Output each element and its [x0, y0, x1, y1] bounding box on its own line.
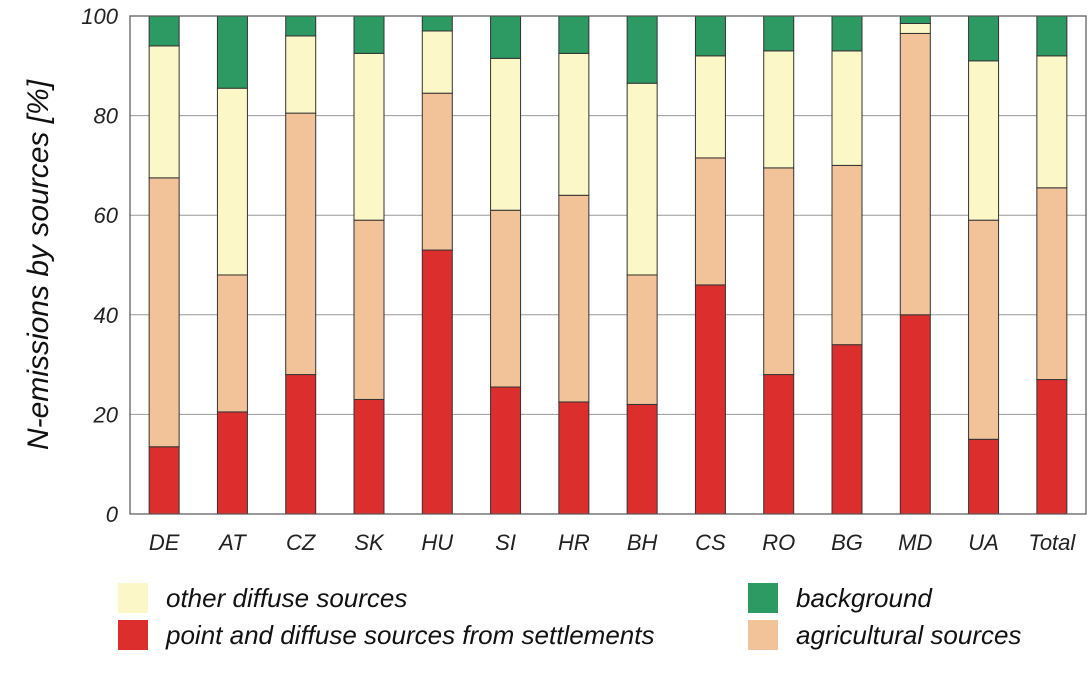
x-tick-label-HR: HR — [558, 530, 590, 555]
bar-MD-series-1 — [899, 32, 931, 316]
x-tick-label-AT: AT — [217, 530, 247, 555]
bar-UA-series-1 — [968, 219, 1000, 440]
bar-DE-series-1 — [148, 177, 180, 448]
bar-AT-series-3 — [216, 15, 248, 89]
legend: other diffuse sources background point and… — [118, 583, 1021, 650]
x-tick-label-BG: BG — [831, 530, 863, 555]
x-tick-label-UA: UA — [968, 530, 999, 555]
legend-label-0: point and diffuse sources from settlemen… — [165, 620, 654, 650]
x-tick-label-Total: Total — [1028, 530, 1076, 555]
x-tick-label-BH: BH — [627, 530, 658, 555]
legend-label-3: background — [796, 583, 933, 613]
legend-swatch-0 — [118, 620, 148, 650]
bar-Total-series-2 — [1036, 55, 1068, 189]
bars — [148, 15, 1068, 515]
x-tick-label-DE: DE — [149, 530, 180, 555]
bar-BH-series-3 — [626, 15, 658, 84]
bar-Total-series-3 — [1036, 15, 1068, 57]
plot-frame — [129, 15, 1087, 515]
bar-BH-series-0 — [626, 403, 658, 515]
bar-CS-series-0 — [694, 284, 726, 515]
bar-UA-series-2 — [968, 60, 1000, 221]
legend-swatch-3 — [748, 583, 778, 613]
bar-DE-series-3 — [148, 15, 180, 47]
bar-HR-series-3 — [558, 15, 590, 54]
bar-RO-series-0 — [763, 374, 795, 515]
bar-RO-series-3 — [763, 15, 795, 52]
bar-CZ-series-3 — [285, 15, 317, 37]
bar-HU-series-3 — [421, 15, 453, 32]
bar-SI-series-0 — [490, 386, 522, 515]
bar-BG-series-3 — [831, 15, 863, 52]
bar-BH-series-2 — [626, 82, 658, 276]
bar-HR-series-1 — [558, 194, 590, 403]
grid-lines — [130, 115, 1086, 415]
bar-DE-series-2 — [148, 45, 180, 179]
legend-swatch-1 — [748, 620, 778, 650]
x-tick-label-RO: RO — [762, 530, 795, 555]
bar-BG-series-0 — [831, 344, 863, 515]
bar-AT-series-1 — [216, 274, 248, 413]
bar-HU-series-0 — [421, 249, 453, 515]
y-tick-label: 100 — [81, 4, 118, 29]
bar-CZ-series-2 — [285, 35, 317, 114]
bar-SK-series-0 — [353, 398, 385, 515]
bar-SI-series-3 — [490, 15, 522, 59]
y-axis-ticks: 0 20 40 60 80 100 — [81, 4, 118, 527]
bar-Total-series-0 — [1036, 379, 1068, 515]
bar-MD-series-2 — [899, 22, 931, 34]
bar-HR-series-0 — [558, 401, 590, 515]
bar-SI-series-1 — [490, 209, 522, 388]
x-axis-ticks: DE AT CZ SK HU SI HR BH CS RO BG MD UA Total — [149, 530, 1077, 555]
x-tick-label-HU: HU — [421, 530, 453, 555]
bar-SK-series-1 — [353, 219, 385, 400]
x-tick-label-CS: CS — [695, 530, 726, 555]
y-tick-label: 0 — [106, 502, 119, 527]
y-tick-label: 80 — [94, 104, 119, 129]
bar-CS-series-3 — [694, 15, 726, 57]
bar-BG-series-2 — [831, 50, 863, 166]
bar-MD-series-3 — [899, 15, 931, 24]
bar-SK-series-2 — [353, 52, 385, 221]
legend-swatch-2 — [118, 583, 148, 613]
bar-AT-series-2 — [216, 87, 248, 276]
legend-label-1: agricultural sources — [796, 620, 1021, 650]
bar-BH-series-1 — [626, 274, 658, 405]
bar-SI-series-2 — [490, 57, 522, 211]
y-tick-label: 40 — [94, 303, 119, 328]
bar-HU-series-1 — [421, 92, 453, 251]
bar-UA-series-3 — [968, 15, 1000, 62]
y-tick-label: 20 — [93, 402, 119, 427]
bar-CZ-series-0 — [285, 374, 317, 515]
y-tick-label: 60 — [94, 203, 119, 228]
bar-CS-series-1 — [694, 157, 726, 286]
bar-SK-series-3 — [353, 15, 385, 54]
bar-CS-series-2 — [694, 55, 726, 159]
bar-Total-series-1 — [1036, 187, 1068, 381]
bar-DE-series-0 — [148, 446, 180, 515]
bar-BG-series-1 — [831, 164, 863, 346]
bar-AT-series-0 — [216, 411, 248, 515]
x-tick-label-CZ: CZ — [286, 530, 317, 555]
bar-CZ-series-1 — [285, 112, 317, 376]
bar-RO-series-1 — [763, 167, 795, 376]
bar-MD-series-0 — [899, 314, 931, 515]
y-axis-label: N-emissions by sources [%] — [22, 79, 55, 450]
bar-RO-series-2 — [763, 50, 795, 169]
bar-UA-series-0 — [968, 438, 1000, 515]
bar-HR-series-2 — [558, 52, 590, 196]
x-tick-label-MD: MD — [898, 530, 932, 555]
legend-label-2: other diffuse sources — [166, 583, 407, 613]
x-tick-label-SK: SK — [354, 530, 385, 555]
x-tick-label-SI: SI — [495, 530, 516, 555]
bar-HU-series-2 — [421, 30, 453, 94]
